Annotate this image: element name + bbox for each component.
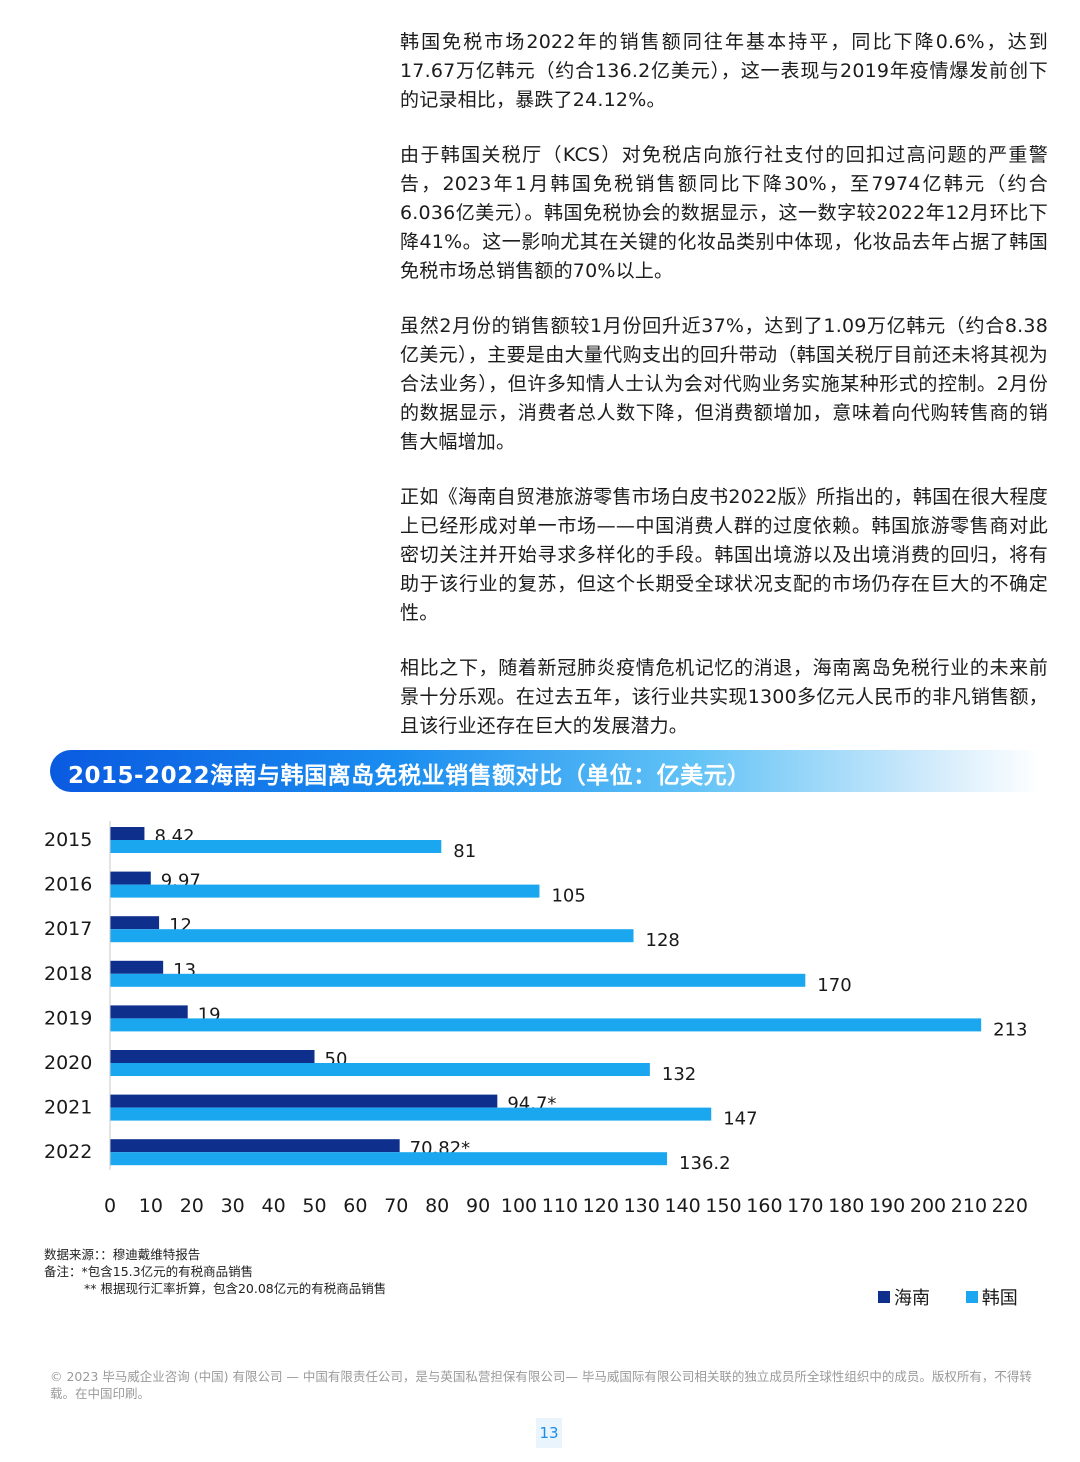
paragraph: 由于韩国关税厅（KCS）对免税店向旅行社支付的回扣过高问题的严重警告，2023年… bbox=[400, 144, 1048, 282]
x-tick-label: 0 bbox=[104, 1195, 116, 1217]
data-label-korea: 147 bbox=[723, 1109, 757, 1130]
data-source-note: 数据来源：：穆迪戴维特报告 bbox=[44, 1247, 201, 1262]
x-tick-label: 210 bbox=[951, 1195, 987, 1217]
x-tick-label: 50 bbox=[302, 1195, 326, 1217]
legend-swatch-korea bbox=[965, 1291, 978, 1303]
x-tick-label: 30 bbox=[221, 1195, 245, 1217]
x-tick-label: 220 bbox=[992, 1195, 1028, 1217]
chart-notes: 数据来源：：穆迪戴维特报告 备注：*包含15.3亿元的有税商品销售 ** 根据现… bbox=[44, 1246, 386, 1297]
category-label: 2020 bbox=[44, 1052, 92, 1074]
bar-hainan bbox=[110, 916, 160, 930]
x-tick-label: 170 bbox=[787, 1195, 823, 1217]
data-label-korea: 132 bbox=[662, 1064, 696, 1085]
x-tick-label: 180 bbox=[828, 1195, 864, 1217]
remark-note-1: 备注：*包含15.3亿元的有税商品销售 bbox=[44, 1264, 254, 1279]
bar-hainan bbox=[110, 827, 145, 840]
category-label: 2018 bbox=[44, 963, 92, 985]
x-tick-label: 110 bbox=[542, 1195, 578, 1217]
chart-title: 2015-2022海南与韩国离岛免税业销售额对比（单位：亿美元） bbox=[68, 763, 751, 789]
x-tick-label: 80 bbox=[425, 1195, 449, 1217]
bar-korea bbox=[110, 1018, 982, 1032]
x-tick-label: 140 bbox=[664, 1195, 700, 1217]
x-tick-label: 60 bbox=[343, 1195, 367, 1217]
x-tick-label: 40 bbox=[262, 1195, 286, 1217]
remark-note-2: ** 根据现行汇率折算，包含20.08亿元的有税商品销售 bbox=[84, 1281, 387, 1296]
data-label-korea: 136.2 bbox=[679, 1153, 731, 1174]
data-label-korea: 105 bbox=[551, 886, 585, 907]
data-label-korea: 170 bbox=[817, 975, 851, 996]
x-tick-label: 150 bbox=[705, 1195, 741, 1217]
bar-hainan bbox=[110, 1094, 498, 1108]
data-label-korea: 128 bbox=[646, 930, 680, 951]
legend-label-hainan: 海南 bbox=[894, 1288, 930, 1309]
x-tick-label: 130 bbox=[624, 1195, 660, 1217]
category-label: 2021 bbox=[44, 1097, 92, 1119]
x-tick-label: 20 bbox=[180, 1195, 204, 1217]
paragraph: 韩国免税市场2022年的销售额同往年基本持平，同比下降0.6%，达到17.67万… bbox=[400, 31, 1048, 111]
x-tick-label: 70 bbox=[384, 1195, 408, 1217]
data-label-korea: 81 bbox=[453, 841, 476, 862]
category-label: 2022 bbox=[44, 1141, 92, 1163]
legend-swatch-hainan bbox=[878, 1291, 890, 1303]
x-tick-label: 190 bbox=[869, 1195, 905, 1217]
paragraph: 正如《海南自贸港旅游零售市场白皮书2022版》所指出的，韩国在很大程度上已经形成… bbox=[400, 486, 1048, 624]
category-label: 2017 bbox=[44, 918, 92, 940]
bar-korea bbox=[110, 884, 540, 898]
bar-hainan bbox=[110, 960, 164, 974]
bar-hainan bbox=[110, 871, 151, 885]
legend-item-hainan: 海南 bbox=[878, 1284, 930, 1310]
bar-korea bbox=[110, 840, 442, 853]
bar-hainan bbox=[110, 1050, 315, 1063]
bar-korea bbox=[110, 1107, 712, 1121]
bar-korea bbox=[110, 1152, 668, 1166]
page-number: 13 bbox=[536, 1418, 562, 1448]
chart-legend: 海南 韩国 bbox=[878, 1284, 1018, 1310]
category-label: 2019 bbox=[44, 1007, 92, 1029]
x-tick-label: 10 bbox=[139, 1195, 163, 1217]
paragraph: 虽然2月份的销售额较1月份回升近37%，达到了1.09万亿韩元（约合8.38亿美… bbox=[400, 315, 1048, 453]
bar-korea bbox=[110, 929, 634, 943]
x-tick-label: 120 bbox=[583, 1195, 619, 1217]
bar-hainan bbox=[110, 1005, 188, 1019]
chart-title-banner: 2015-2022海南与韩国离岛免税业销售额对比（单位：亿美元） bbox=[50, 750, 1040, 792]
bar-hainan bbox=[110, 1139, 400, 1153]
category-label: 2015 bbox=[44, 829, 92, 851]
x-tick-label: 200 bbox=[910, 1195, 946, 1217]
legend-item-korea: 韩国 bbox=[965, 1284, 1018, 1310]
category-label: 2016 bbox=[44, 874, 92, 896]
bar-korea bbox=[110, 973, 806, 987]
x-tick-label: 100 bbox=[501, 1195, 537, 1217]
data-label-korea: 213 bbox=[993, 1019, 1027, 1040]
legend-label-korea: 韩国 bbox=[981, 1288, 1018, 1309]
bar-korea bbox=[110, 1063, 650, 1076]
body-text: 韩国免税市场2022年的销售额同往年基本持平，同比下降0.6%，达到17.67万… bbox=[400, 28, 1048, 767]
paragraph: 相比之下，随着新冠肺炎疫情危机记忆的消退，海南离岛免税行业的未来前景十分乐观。在… bbox=[400, 657, 1048, 737]
x-tick-label: 90 bbox=[466, 1195, 490, 1217]
x-tick-label: 160 bbox=[746, 1195, 782, 1217]
copyright-footer: © 2023 毕马威企业咨询 (中国) 有限公司 — 中国有限责任公司，是与英国… bbox=[50, 1369, 1032, 1401]
